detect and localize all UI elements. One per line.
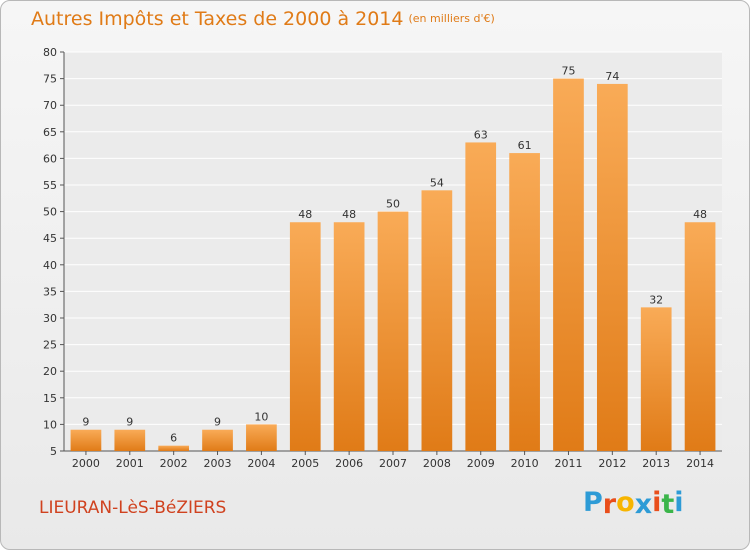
bar — [553, 78, 584, 451]
bar — [289, 222, 321, 451]
data-label: 54 — [430, 176, 444, 189]
data-label: 48 — [342, 208, 356, 221]
x-tick-label: 2014 — [686, 457, 714, 470]
y-tick-label: 80 — [43, 46, 57, 59]
data-label: 9 — [82, 416, 89, 429]
logo-letter: i — [652, 487, 662, 518]
x-tick-label: 2007 — [379, 457, 407, 470]
x-tick-label: 2013 — [642, 457, 670, 470]
data-label: 48 — [693, 208, 707, 221]
bar-layer — [70, 78, 716, 452]
logo-letter: o — [616, 487, 635, 518]
data-label: 9 — [214, 416, 221, 429]
bar — [640, 307, 672, 451]
y-tick-label: 10 — [43, 418, 57, 431]
x-tick-label: 2012 — [598, 457, 626, 470]
bar — [509, 153, 540, 451]
logo-letter: P — [583, 487, 603, 518]
bar — [377, 211, 409, 451]
data-label: 50 — [386, 198, 400, 211]
x-tick-label: 2001 — [116, 457, 144, 470]
y-tick-label: 15 — [43, 392, 57, 405]
data-label: 10 — [254, 410, 268, 423]
x-tick-label: 2002 — [160, 457, 188, 470]
x-tick-label: 2000 — [72, 457, 100, 470]
data-label: 63 — [474, 128, 488, 141]
title-unit: (en milliers d'€) — [408, 12, 495, 25]
bar — [158, 445, 190, 451]
y-tick-label: 60 — [43, 152, 57, 165]
x-tick-label: 2005 — [291, 457, 319, 470]
bar — [465, 142, 497, 451]
proxiti-logo: Proxiti — [583, 487, 684, 520]
logo-letter: t — [661, 489, 675, 520]
logo-letter: r — [602, 489, 617, 520]
data-label: 75 — [561, 65, 575, 78]
x-tick-label: 2004 — [247, 457, 275, 470]
data-label: 74 — [605, 70, 619, 83]
y-tick-label: 40 — [43, 259, 57, 272]
x-tick-label: 2011 — [554, 457, 582, 470]
x-tick-label: 2006 — [335, 457, 363, 470]
bar — [421, 190, 453, 451]
bar — [246, 424, 277, 451]
data-label: 9 — [126, 416, 133, 429]
y-tick-label: 55 — [43, 179, 57, 192]
label-layer: 9 9 6 9 10 48 48 50 54 63 61 75 74 32 48 — [82, 65, 707, 445]
chart-title: Autres Impôts et Taxes de 2000 à 2014 (en… — [31, 8, 495, 30]
y-tick-label: 20 — [43, 365, 57, 378]
y-tick-label: 25 — [43, 339, 57, 352]
logo-letter: i — [674, 487, 684, 518]
y-tick-label: 65 — [43, 126, 57, 139]
title-text: Autres Impôts et Taxes de 2000 à 2014 — [31, 8, 404, 30]
y-tick-label: 50 — [43, 206, 57, 219]
bar — [202, 429, 233, 451]
commune-name: LIEURAN-LèS-BéZIERS — [39, 498, 227, 518]
y-tick-label: 45 — [43, 232, 57, 245]
data-label: 48 — [298, 208, 312, 221]
bar — [684, 222, 716, 451]
data-label: 61 — [518, 139, 532, 152]
y-tick-label: 5 — [50, 445, 57, 458]
logo-letter: x — [634, 489, 653, 520]
bar — [333, 222, 365, 451]
x-tick-label: 2010 — [511, 457, 539, 470]
y-tick-label: 30 — [43, 312, 57, 325]
y-tick-label: 70 — [43, 99, 57, 112]
bar — [70, 429, 102, 451]
x-tick-label: 2009 — [467, 457, 495, 470]
data-label: 32 — [649, 293, 663, 306]
data-label: 6 — [170, 432, 177, 445]
x-tick-label: 2003 — [204, 457, 232, 470]
bar — [596, 83, 628, 452]
x-tick-label: 2008 — [423, 457, 451, 470]
y-tick-label: 75 — [43, 73, 57, 86]
y-tick-label: 35 — [43, 285, 57, 298]
bar — [114, 429, 146, 451]
